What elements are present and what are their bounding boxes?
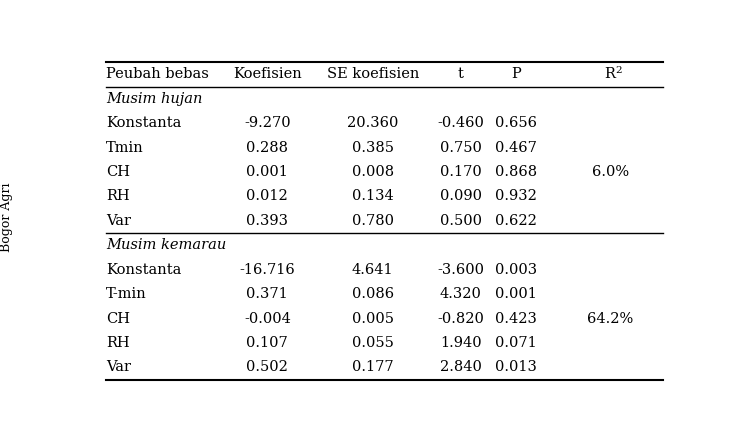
Text: 4.641: 4.641 bbox=[352, 263, 394, 277]
Text: -0.820: -0.820 bbox=[437, 312, 484, 326]
Text: 0.001: 0.001 bbox=[495, 287, 538, 301]
Text: 4.320: 4.320 bbox=[440, 287, 482, 301]
Text: 0.107: 0.107 bbox=[246, 336, 288, 350]
Text: Var: Var bbox=[106, 360, 132, 375]
Text: 0.467: 0.467 bbox=[495, 141, 538, 155]
Text: P: P bbox=[512, 67, 521, 81]
Text: 0.622: 0.622 bbox=[495, 214, 538, 228]
Text: CH: CH bbox=[106, 165, 130, 179]
Text: Var: Var bbox=[106, 214, 132, 228]
Text: 2: 2 bbox=[615, 66, 622, 75]
Text: -0.004: -0.004 bbox=[244, 312, 291, 326]
Text: 0.371: 0.371 bbox=[246, 287, 288, 301]
Text: 0.177: 0.177 bbox=[352, 360, 394, 375]
Text: 0.385: 0.385 bbox=[352, 141, 394, 155]
Text: Konstanta: Konstanta bbox=[106, 116, 181, 130]
Text: 0.750: 0.750 bbox=[440, 141, 482, 155]
Text: 0.055: 0.055 bbox=[352, 336, 394, 350]
Text: -16.716: -16.716 bbox=[240, 263, 295, 277]
Text: Konstanta: Konstanta bbox=[106, 263, 181, 277]
Text: 0.134: 0.134 bbox=[352, 189, 394, 204]
Text: Tmin: Tmin bbox=[106, 141, 144, 155]
Text: RH: RH bbox=[106, 189, 130, 204]
Text: Musim kemarau: Musim kemarau bbox=[106, 238, 227, 252]
Text: 0.001: 0.001 bbox=[246, 165, 288, 179]
Text: 0.170: 0.170 bbox=[440, 165, 482, 179]
Text: 0.008: 0.008 bbox=[352, 165, 394, 179]
Text: RH: RH bbox=[106, 336, 130, 350]
Text: 2.840: 2.840 bbox=[440, 360, 482, 375]
Text: 0.012: 0.012 bbox=[246, 189, 288, 204]
Text: 0.932: 0.932 bbox=[495, 189, 538, 204]
Text: SE koefisien: SE koefisien bbox=[327, 67, 419, 81]
Text: 0.423: 0.423 bbox=[495, 312, 538, 326]
Text: 0.656: 0.656 bbox=[495, 116, 538, 130]
Text: R: R bbox=[605, 67, 615, 81]
Text: -9.270: -9.270 bbox=[244, 116, 290, 130]
Text: CH: CH bbox=[106, 312, 130, 326]
Text: 0.868: 0.868 bbox=[495, 165, 538, 179]
Text: 0.090: 0.090 bbox=[440, 189, 482, 204]
Text: 0.393: 0.393 bbox=[246, 214, 288, 228]
Text: Musim hujan: Musim hujan bbox=[106, 92, 203, 106]
Text: T-min: T-min bbox=[106, 287, 147, 301]
Text: Bogor Agri: Bogor Agri bbox=[0, 182, 13, 252]
Text: 0.086: 0.086 bbox=[352, 287, 394, 301]
Text: Koefisien: Koefisien bbox=[233, 67, 302, 81]
Text: 1.940: 1.940 bbox=[440, 336, 482, 350]
Text: 0.500: 0.500 bbox=[440, 214, 482, 228]
Text: 0.005: 0.005 bbox=[352, 312, 394, 326]
Text: -3.600: -3.600 bbox=[437, 263, 484, 277]
Text: -0.460: -0.460 bbox=[437, 116, 484, 130]
Text: 0.502: 0.502 bbox=[246, 360, 288, 375]
Text: Peubah bebas: Peubah bebas bbox=[106, 67, 209, 81]
Text: 0.003: 0.003 bbox=[495, 263, 538, 277]
Text: 0.288: 0.288 bbox=[246, 141, 288, 155]
Text: 64.2%: 64.2% bbox=[587, 312, 634, 326]
Text: 0.013: 0.013 bbox=[495, 360, 538, 375]
Text: t: t bbox=[457, 67, 463, 81]
Text: 0.780: 0.780 bbox=[352, 214, 394, 228]
Text: 20.360: 20.360 bbox=[347, 116, 398, 130]
Text: 6.0%: 6.0% bbox=[591, 165, 629, 179]
Text: 0.071: 0.071 bbox=[495, 336, 538, 350]
